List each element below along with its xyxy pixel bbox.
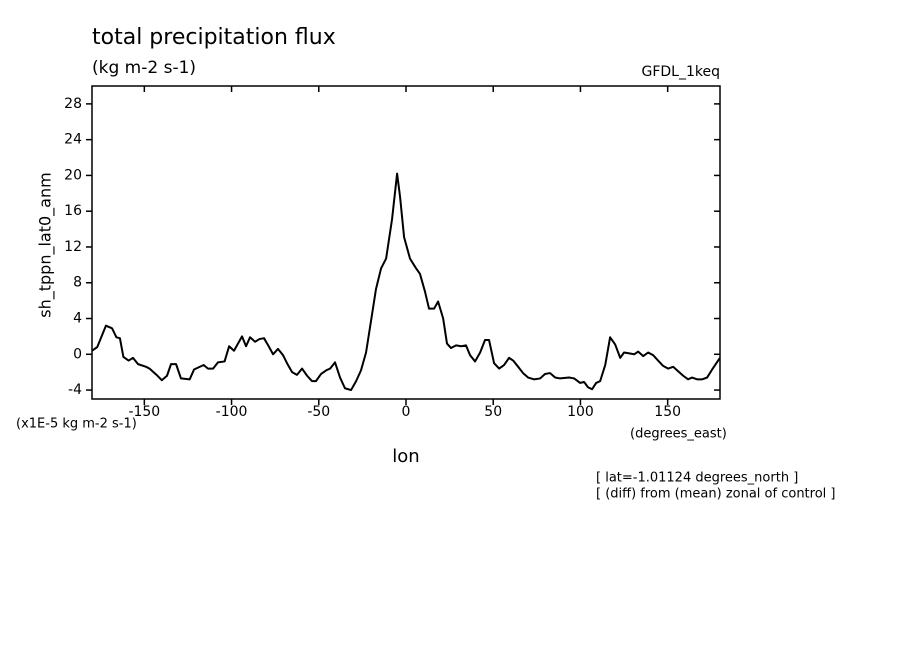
y-tick-label: 0: [73, 346, 82, 362]
x-units: (degrees_east): [630, 427, 727, 442]
dataset-label: GFDL_1keq: [642, 64, 721, 80]
chart-title: total precipitation flux: [92, 25, 336, 50]
x-axis-label: lon: [392, 446, 419, 467]
y-tick-label: 16: [64, 203, 82, 219]
x-tick-label: -100: [216, 404, 248, 420]
y-tick-label: 20: [64, 167, 82, 183]
x-tick-label: 150: [654, 404, 681, 420]
chart-subtitle: (kg m-2 s-1): [92, 58, 196, 78]
annotation: [ lat=-1.01124 degrees_north ]: [596, 471, 798, 486]
y-tick-label: 4: [73, 311, 82, 327]
x-tick-label: 100: [567, 404, 594, 420]
line: [91, 172, 721, 392]
y-tick-label: -4: [68, 382, 82, 398]
annotation: [ (diff) from (mean) zonal of control ]: [596, 487, 835, 502]
y-units: (x1E-5 kg m-2 s-1): [16, 417, 137, 432]
y-tick-label: 28: [64, 96, 82, 112]
y-axis-label: sh_tppn_lat0_anm: [36, 172, 56, 317]
y-tick-label: 12: [64, 239, 82, 255]
x-tick-label: -50: [307, 404, 330, 420]
x-tick-label: -150: [128, 404, 160, 420]
y-tick-label: 24: [64, 132, 82, 148]
x-tick-label: 50: [484, 404, 502, 420]
y-tick-label: 8: [73, 275, 82, 291]
x-tick-label: 0: [402, 404, 411, 420]
